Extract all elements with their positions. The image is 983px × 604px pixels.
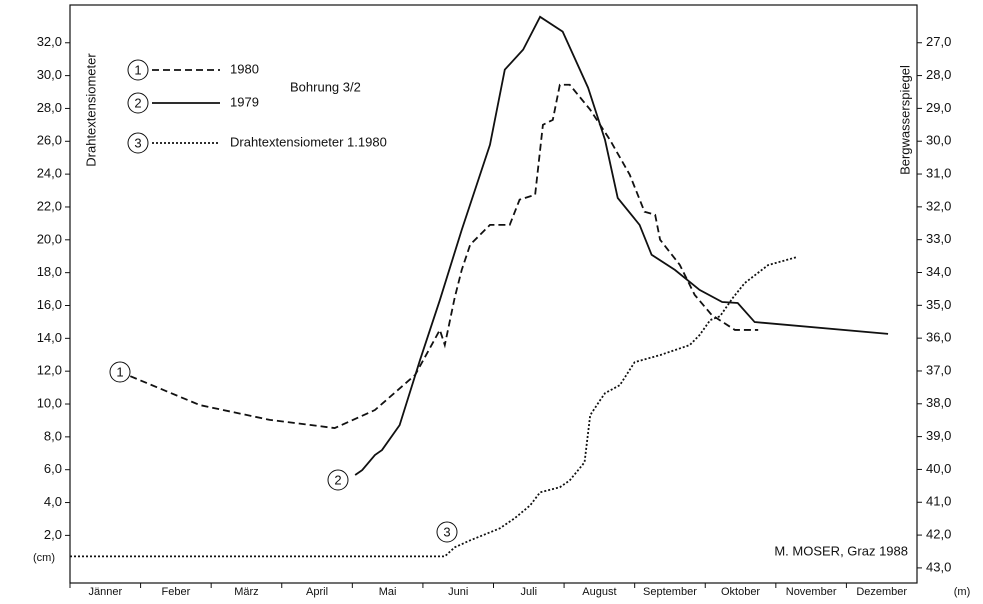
y2-tick-label: 31,0: [926, 165, 951, 180]
y2-unit: (m): [954, 586, 971, 598]
y2-axis-label: Bergwasserspiegel: [897, 65, 912, 175]
series-badge-label: 2: [334, 472, 341, 487]
series-line: [70, 256, 798, 558]
y2-tick-label: 41,0: [926, 494, 951, 509]
legend-label: Drahtextensiometer 1.1980: [230, 134, 387, 149]
series-line: [354, 15, 889, 476]
y-tick-label: 20,0: [37, 231, 62, 246]
y-tick-label: 2,0: [44, 527, 62, 542]
legend-label: 1979: [230, 94, 259, 109]
y2-tick-label: 28,0: [926, 67, 951, 82]
y2-tick-label: 37,0: [926, 362, 951, 377]
x-tick-label: Jänner: [88, 586, 122, 598]
series-badge-label: 1: [116, 364, 123, 379]
series-badge-label: 1: [134, 62, 141, 77]
y-tick-label: 22,0: [37, 198, 62, 213]
y2-tick-label: 36,0: [926, 330, 951, 345]
y-tick-label: 4,0: [44, 494, 62, 509]
x-tick-label: Dezember: [856, 586, 907, 598]
y-tick-label: 28,0: [37, 100, 62, 115]
y2-tick-label: 33,0: [926, 231, 951, 246]
y2-tick-label: 29,0: [926, 100, 951, 115]
y-tick-label: 6,0: [44, 461, 62, 476]
series-badge-label: 3: [443, 524, 450, 539]
x-tick-label: Feber: [162, 586, 191, 598]
y2-tick-label: 38,0: [926, 395, 951, 410]
series-badge: [327, 469, 349, 491]
y2-tick-label: 39,0: [926, 428, 951, 443]
y-tick-label: 26,0: [37, 133, 62, 148]
x-tick-label: April: [306, 586, 328, 598]
series-badge: [436, 521, 458, 543]
x-tick-label: Mai: [379, 586, 397, 598]
y-unit: (cm): [33, 552, 55, 564]
y-axis-label: Drahtextensiometer: [83, 53, 98, 167]
y2-tick-label: 42,0: [926, 527, 951, 542]
x-tick-label: August: [582, 586, 616, 598]
series-badge: [127, 59, 149, 81]
x-tick-label: Oktober: [721, 586, 760, 598]
legend-title: Bohrung 3/2: [290, 79, 361, 94]
series-badge: [127, 132, 149, 154]
y2-tick-label: 35,0: [926, 297, 951, 312]
y-tick-label: 10,0: [37, 395, 62, 410]
plot-frame: [69, 4, 918, 584]
y2-tick-label: 27,0: [926, 34, 951, 49]
y2-tick-label: 30,0: [926, 133, 951, 148]
y2-tick-label: 43,0: [926, 559, 951, 574]
series-badge-label: 2: [134, 95, 141, 110]
y2-tick-label: 40,0: [926, 461, 951, 476]
series-badge: [127, 92, 149, 114]
x-tick-label: März: [234, 586, 258, 598]
legend-label: 1980: [230, 61, 259, 76]
y-tick-label: 30,0: [37, 67, 62, 82]
x-tick-label: September: [643, 586, 697, 598]
y-tick-label: 16,0: [37, 297, 62, 312]
series-badge: [109, 361, 131, 383]
series-line: [119, 83, 759, 430]
y-tick-label: 8,0: [44, 428, 62, 443]
y-tick-label: 18,0: [37, 264, 62, 279]
y-tick-label: 32,0: [37, 34, 62, 49]
credit: M. MOSER, Graz 1988: [774, 543, 908, 558]
y-tick-label: 12,0: [37, 363, 62, 378]
x-tick-label: Juni: [448, 586, 468, 598]
y2-tick-label: 34,0: [926, 264, 951, 279]
x-tick-label: November: [786, 586, 837, 598]
y-tick-label: 24,0: [37, 166, 62, 181]
y-tick-label: 14,0: [37, 330, 62, 345]
x-tick-label: Juli: [521, 586, 538, 598]
y2-tick-label: 32,0: [926, 198, 951, 213]
series-badge-label: 3: [134, 135, 141, 150]
